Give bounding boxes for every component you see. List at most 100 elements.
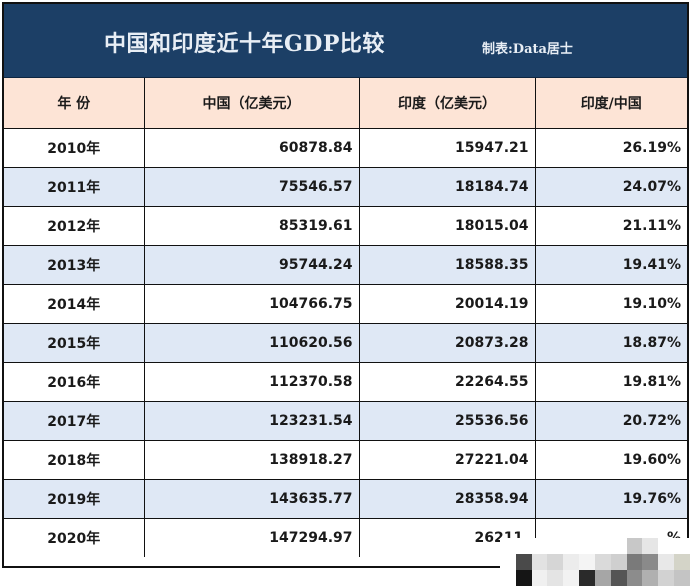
header-row: 年 份 中国（亿美元） 印度（亿美元） 印度/中国 — [4, 78, 687, 129]
china-gdp-cell: 60878.84 — [143, 127, 360, 168]
ratio-cell: 20.72% — [534, 400, 687, 441]
india-gdp-cell: 28358.94 — [358, 478, 536, 519]
table-row: 2013年 95744.24 18588.35 19.41% — [4, 244, 687, 285]
watermark-block — [579, 554, 595, 570]
ratio-cell: 19.10% — [534, 283, 687, 324]
watermark-block — [674, 538, 690, 554]
watermark-block — [658, 570, 675, 586]
watermark-block — [626, 538, 643, 554]
watermark-block — [515, 554, 532, 570]
year-cell: 2020年 — [4, 517, 145, 557]
china-gdp-cell: 112370.58 — [143, 361, 360, 402]
china-gdp-cell: 85319.61 — [143, 205, 360, 246]
china-gdp-cell: 143635.77 — [143, 478, 360, 519]
ratio-cell: 19.60% — [534, 439, 687, 480]
year-cell: 2017年 — [4, 400, 145, 441]
india-gdp-cell: 22264.55 — [358, 361, 536, 402]
year-cell: 2018年 — [4, 439, 145, 480]
ratio-cell: 18.87% — [534, 322, 687, 363]
ratio-cell: 19.81% — [534, 361, 687, 402]
watermark-block — [531, 538, 548, 554]
watermark-block — [547, 554, 564, 570]
watermark-block — [610, 554, 627, 570]
watermark-block — [594, 538, 611, 554]
year-cell: 2014年 — [4, 283, 145, 324]
watermark-block — [674, 554, 690, 570]
watermark-block — [515, 538, 532, 554]
watermark-block — [500, 570, 516, 586]
year-cell: 2011年 — [4, 166, 145, 207]
watermark-block — [674, 570, 690, 586]
table-credit: 制表:Data居士 — [482, 42, 573, 57]
data-table: 年 份 中国（亿美元） 印度（亿美元） 印度/中国 2010年 60878.84… — [4, 78, 687, 557]
table-row: 2017年 123231.54 25536.56 20.72% — [4, 400, 687, 441]
watermark-block — [563, 570, 580, 586]
watermark-block — [626, 570, 643, 586]
watermark-block — [642, 570, 659, 586]
ratio-cell: 26.19% — [534, 127, 687, 168]
watermark-block — [531, 570, 548, 586]
watermark-block — [579, 570, 595, 586]
table-row: 2014年 104766.75 20014.19 19.10% — [4, 283, 687, 324]
india-gdp-cell: 15947.21 — [358, 127, 536, 168]
china-gdp-cell: 95744.24 — [143, 244, 360, 285]
india-gdp-cell: 18588.35 — [358, 244, 536, 285]
table-row: 2011年 75546.57 18184.74 24.07% — [4, 166, 687, 207]
table-row: 2015年 110620.56 20873.28 18.87% — [4, 322, 687, 363]
table-row: 2012年 85319.61 18015.04 21.11% — [4, 205, 687, 246]
header-ratio: 印度/中国 — [534, 78, 687, 129]
china-gdp-cell: 147294.97 — [143, 517, 360, 557]
gdp-comparison-table: 中国和印度近十年GDP比较 制表:Data居士 年 份 中国（亿美元） 印度（亿… — [2, 2, 689, 568]
watermark-block — [642, 554, 659, 570]
ratio-cell: 21.11% — [534, 205, 687, 246]
india-gdp-cell: 26211. — [358, 517, 536, 557]
india-gdp-cell: 18184.74 — [358, 166, 536, 207]
header-year: 年 份 — [4, 78, 145, 129]
table-title: 中国和印度近十年GDP比较 — [104, 31, 385, 57]
year-cell: 2012年 — [4, 205, 145, 246]
pixelated-watermark — [500, 538, 690, 586]
header-china: 中国（亿美元） — [143, 78, 360, 129]
ratio-cell: 19.41% — [534, 244, 687, 285]
year-cell: 2010年 — [4, 127, 145, 168]
watermark-block — [626, 554, 643, 570]
watermark-block — [594, 570, 611, 586]
watermark-block — [500, 554, 516, 570]
india-gdp-cell: 20873.28 — [358, 322, 536, 363]
title-banner: 中国和印度近十年GDP比较 制表:Data居士 — [4, 4, 687, 78]
year-cell: 2013年 — [4, 244, 145, 285]
table-row: 2016年 112370.58 22264.55 19.81% — [4, 361, 687, 402]
year-cell: 2016年 — [4, 361, 145, 402]
watermark-block — [547, 538, 564, 554]
watermark-block — [658, 554, 675, 570]
china-gdp-cell: 110620.56 — [143, 322, 360, 363]
watermark-block — [579, 538, 595, 554]
watermark-block — [531, 554, 548, 570]
watermark-block — [500, 538, 516, 554]
china-gdp-cell: 138918.27 — [143, 439, 360, 480]
watermark-block — [594, 554, 611, 570]
china-gdp-cell: 75546.57 — [143, 166, 360, 207]
ratio-cell: 24.07% — [534, 166, 687, 207]
table-row: 2019年 143635.77 28358.94 19.76% — [4, 478, 687, 519]
india-gdp-cell: 20014.19 — [358, 283, 536, 324]
watermark-block — [642, 538, 659, 554]
watermark-block — [547, 570, 564, 586]
table-row: 2020年 147294.97 26211. % — [4, 517, 687, 557]
india-gdp-cell: 27221.04 — [358, 439, 536, 480]
china-gdp-cell: 104766.75 — [143, 283, 360, 324]
china-gdp-cell: 123231.54 — [143, 400, 360, 441]
table-row: 2010年 60878.84 15947.21 26.19% — [4, 127, 687, 168]
watermark-block — [563, 538, 580, 554]
year-cell: 2015年 — [4, 322, 145, 363]
header-india: 印度（亿美元） — [358, 78, 536, 129]
india-gdp-cell: 25536.56 — [358, 400, 536, 441]
india-gdp-cell: 18015.04 — [358, 205, 536, 246]
watermark-block — [610, 570, 627, 586]
year-cell: 2019年 — [4, 478, 145, 519]
table-row: 2018年 138918.27 27221.04 19.60% — [4, 439, 687, 480]
watermark-block — [610, 538, 627, 554]
watermark-block — [658, 538, 675, 554]
ratio-cell: 19.76% — [534, 478, 687, 519]
watermark-block — [515, 570, 532, 586]
